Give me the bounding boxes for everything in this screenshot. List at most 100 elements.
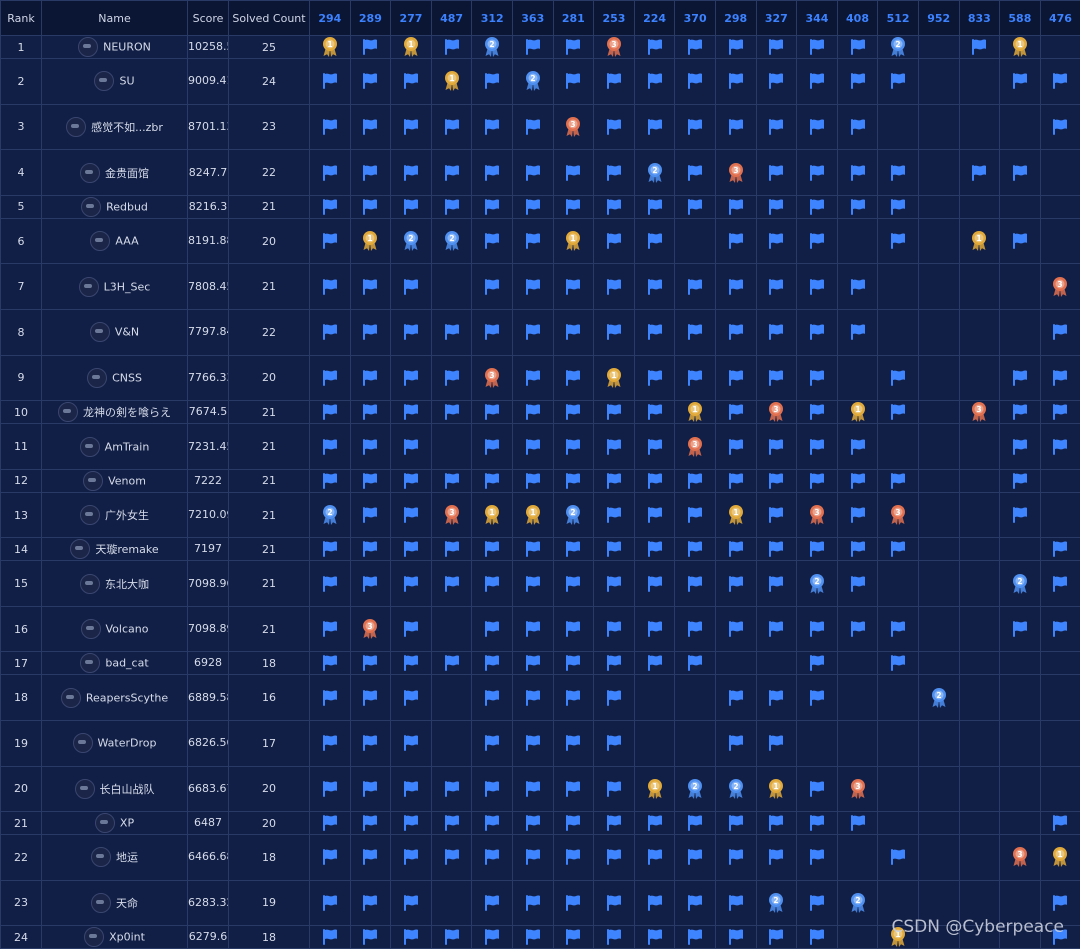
challenge-header[interactable]: 408 [837, 1, 878, 36]
team-name-cell[interactable]: AAA [42, 218, 188, 264]
team-name-cell[interactable]: 广外女生 [42, 492, 188, 538]
challenge-header[interactable]: 476 [1040, 1, 1080, 36]
challenge-header[interactable]: 289 [350, 1, 391, 36]
challenge-header[interactable]: 327 [756, 1, 797, 36]
team-name-label[interactable]: Xp0int [109, 931, 145, 944]
team-name-label[interactable]: bad_cat [105, 657, 148, 670]
challenge-cell [756, 150, 797, 196]
team-name-cell[interactable]: Venom [42, 469, 188, 492]
solved-flag-icon [523, 688, 543, 708]
name-header[interactable]: Name [42, 1, 188, 36]
team-name-label[interactable]: L3H_Sec [104, 280, 151, 293]
team-name-label[interactable]: 龙神の剣を喰らえ [83, 406, 171, 419]
team-name-cell[interactable]: 金贵面馆 [42, 150, 188, 196]
solved-flag-icon [523, 322, 543, 342]
team-name-label[interactable]: 广外女生 [105, 509, 149, 522]
team-name-label[interactable]: 天璇remake [95, 543, 158, 556]
team-name-label[interactable]: 感觉不如...zbr [91, 121, 163, 134]
team-name-cell[interactable]: WaterDrop [42, 720, 188, 766]
challenge-header[interactable]: 281 [553, 1, 594, 36]
team-name-cell[interactable]: Redbud [42, 195, 188, 218]
team-name-cell[interactable]: Xp0int [42, 926, 188, 949]
team-name-label[interactable]: NEURON [103, 41, 151, 54]
challenge-header[interactable]: 952 [918, 1, 959, 36]
team-name-label[interactable]: 金贵面馆 [105, 167, 149, 180]
challenge-header[interactable]: 312 [472, 1, 513, 36]
rank-header[interactable]: Rank [1, 1, 42, 36]
team-name-label[interactable]: 东北大咖 [105, 578, 149, 591]
team-name-label[interactable]: 天命 [116, 897, 138, 910]
team-name-label[interactable]: AAA [115, 235, 138, 248]
team-name-label[interactable]: 地运 [116, 851, 138, 864]
challenge-header[interactable]: 253 [594, 1, 635, 36]
challenge-header[interactable]: 833 [959, 1, 1000, 36]
team-name-label[interactable]: AmTrain [105, 440, 150, 453]
team-name-label[interactable]: ReapersScythe [86, 691, 168, 704]
team-name-cell[interactable]: 天命 [42, 880, 188, 926]
team-name-label[interactable]: Venom [108, 474, 146, 487]
team-name-cell[interactable]: XP [42, 812, 188, 835]
challenge-header[interactable]: 363 [512, 1, 553, 36]
team-name-cell[interactable]: 感觉不如...zbr [42, 104, 188, 150]
rank-cell: 6 [1, 218, 42, 264]
team-name-cell[interactable]: 东北大咖 [42, 561, 188, 607]
team-name-cell[interactable]: CNSS [42, 355, 188, 401]
challenge-header[interactable]: 277 [391, 1, 432, 36]
team-name-cell[interactable]: 长白山战队 [42, 766, 188, 812]
challenge-header[interactable]: 370 [675, 1, 716, 36]
team-name-label[interactable]: CNSS [112, 371, 142, 384]
team-name-cell[interactable]: AmTrain [42, 424, 188, 470]
score-header[interactable]: Score [188, 1, 229, 36]
team-name-cell[interactable]: 地运 [42, 835, 188, 881]
team-name-label[interactable]: SU [119, 75, 134, 88]
challenge-header[interactable]: 512 [878, 1, 919, 36]
challenge-cell [837, 355, 878, 401]
team-name-cell[interactable]: 天璇remake [42, 538, 188, 561]
solved-flag-icon [523, 37, 543, 57]
team-name-cell[interactable]: Volcano [42, 606, 188, 652]
team-name-label[interactable]: Volcano [106, 623, 149, 636]
team-name-cell[interactable]: NEURON [42, 36, 188, 59]
team-name-cell[interactable]: SU [42, 59, 188, 105]
challenge-header[interactable]: 294 [310, 1, 351, 36]
challenge-header[interactable]: 487 [431, 1, 472, 36]
team-name-cell[interactable]: V&N [42, 310, 188, 356]
team-name-label[interactable]: Redbud [106, 200, 148, 213]
team-name-label[interactable]: V&N [115, 326, 139, 339]
challenge-cell [675, 469, 716, 492]
team-name-cell[interactable]: bad_cat [42, 652, 188, 675]
challenge-header[interactable]: 224 [634, 1, 675, 36]
challenge-header[interactable]: 298 [715, 1, 756, 36]
challenge-header[interactable]: 588 [1000, 1, 1041, 36]
team-name-cell[interactable]: L3H_Sec [42, 264, 188, 310]
team-name-label[interactable]: 长白山战队 [100, 783, 155, 796]
challenge-header[interactable]: 344 [797, 1, 838, 36]
team-name-label[interactable]: XP [120, 817, 134, 830]
solved-count-header[interactable]: Solved Count [229, 1, 310, 36]
team-name-cell[interactable]: ReapersScythe [42, 675, 188, 721]
team-name-label[interactable]: WaterDrop [98, 737, 157, 750]
team-name-cell[interactable]: 龙神の剣を喰らえ [42, 401, 188, 424]
